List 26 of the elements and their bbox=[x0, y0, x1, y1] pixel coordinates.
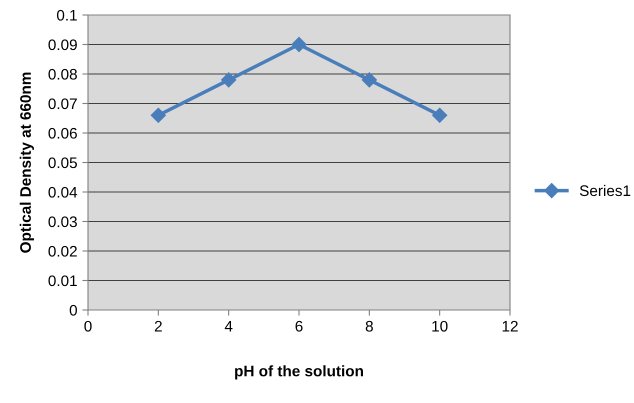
y-tick-label: 0.01 bbox=[48, 275, 77, 286]
x-tick-label: 12 bbox=[502, 320, 518, 332]
y-tick-label: 0 bbox=[70, 304, 77, 316]
point bbox=[362, 72, 377, 88]
y-tick-label: 0.04 bbox=[48, 186, 78, 198]
y-tick-label: 0.03 bbox=[48, 216, 77, 228]
x-tick-label: 4 bbox=[224, 320, 232, 332]
point bbox=[291, 36, 307, 52]
y-axis-title: Optical Density at 660nm bbox=[20, 72, 34, 253]
x-axis-title: pH of the solution bbox=[235, 365, 363, 380]
y-tick-label: 0.05 bbox=[48, 157, 77, 168]
y-tick-label: 0.1 bbox=[56, 10, 77, 21]
x-tick-label: 6 bbox=[296, 320, 303, 332]
x-tick-label: 8 bbox=[366, 320, 373, 332]
point bbox=[221, 72, 236, 88]
y-tick-label: 0.09 bbox=[48, 39, 77, 50]
point bbox=[432, 108, 448, 123]
x-tick-label: 0 bbox=[84, 320, 92, 332]
y-tick-label: 0.08 bbox=[48, 68, 77, 80]
point bbox=[150, 108, 166, 123]
x-tick-label: 2 bbox=[154, 320, 162, 332]
y-tick-label: 0.06 bbox=[48, 128, 77, 139]
y-tick-label: 0.07 bbox=[48, 98, 77, 110]
x-tick-label: 10 bbox=[432, 320, 448, 332]
y-tick-label: 0.02 bbox=[48, 246, 77, 257]
legend-label: Series1 bbox=[580, 184, 630, 196]
